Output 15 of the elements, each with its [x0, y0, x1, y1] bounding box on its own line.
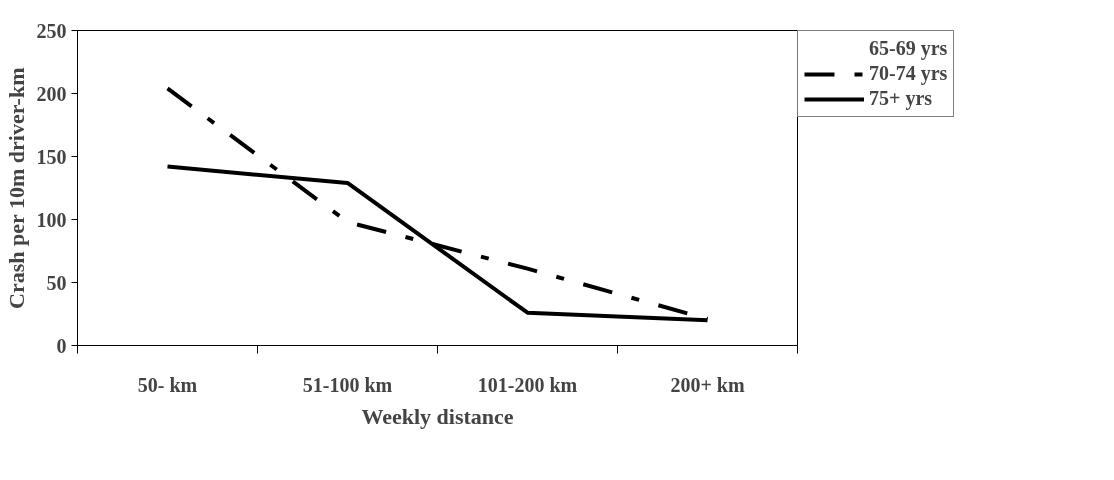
x-axis-title: Weekly distance [361, 403, 514, 429]
y-tick-label: 200 [36, 82, 67, 105]
text: 65-69 yrs [869, 37, 948, 60]
x-tick-label: 50- km [137, 373, 198, 396]
y-axis-title: Crash per 10m driver-km [3, 67, 29, 309]
y-tick-label: 150 [36, 145, 67, 168]
x-tick-label: 101-200 km [477, 373, 578, 396]
x-tick-label: 200+ km [670, 373, 745, 396]
y-tick-label: 100 [36, 208, 67, 231]
legend-label: 70-74 yrs [869, 62, 948, 85]
y-tick-label: 50 [46, 271, 67, 294]
y-tick-label: 0 [56, 334, 67, 357]
legend-label: 75+ yrs [869, 87, 933, 110]
x-tick-label: 51-100 km [302, 373, 393, 396]
y-tick-label: 250 [36, 19, 67, 42]
